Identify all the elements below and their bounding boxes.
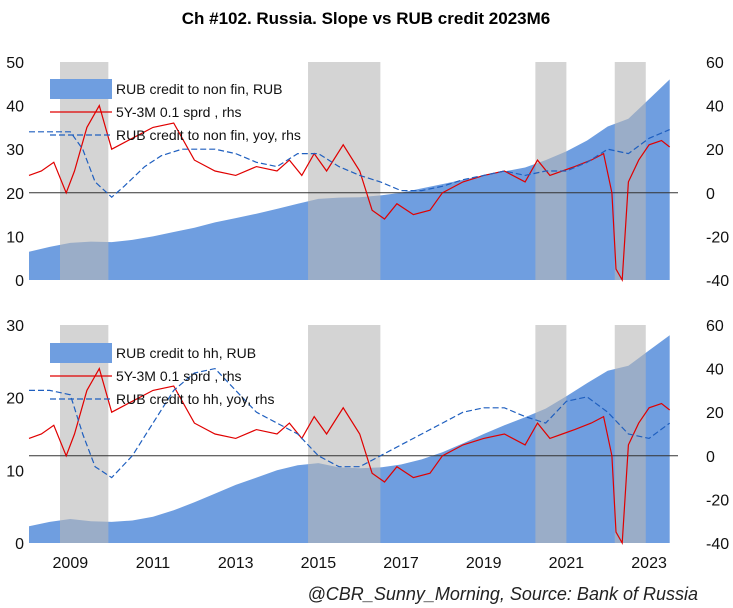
lhs-tick-label: 0 (15, 273, 24, 290)
source-footer: @CBR_Sunny_Morning, Source: Bank of Russ… (308, 584, 698, 604)
rhs-tick-label: 40 (706, 362, 724, 379)
top-panel: 0 10 20 30 40 50 -40 -20 0 20 40 60 RUB credit to no… (6, 55, 729, 290)
shaded-period-2 (308, 325, 381, 543)
shaded-period-4 (614, 62, 646, 280)
legend-label: RUB credit to hh, RUB (116, 345, 256, 361)
bottom-panel: 0 10 20 30 -40 -20 0 20 40 60 RUB credit to hh, RU… (6, 318, 729, 572)
legend-swatch-area (50, 343, 112, 363)
x-tick-label: 2013 (218, 555, 254, 572)
x-tick-label: 2015 (301, 555, 337, 572)
x-tick-label: 2009 (53, 555, 89, 572)
rhs-tick-label: 0 (706, 449, 715, 466)
line-series-yoy (29, 129, 670, 199)
line-series-yoy (29, 367, 671, 479)
rhs-tick-label: -40 (706, 536, 729, 553)
rhs-tick-label: 0 (706, 186, 715, 203)
lhs-tick-label: 50 (6, 55, 24, 72)
rhs-tick-label: 20 (706, 142, 724, 159)
x-tick-label: 2011 (136, 555, 171, 572)
lhs-tick-label: 0 (15, 536, 24, 553)
chart-title: Ch #102. Russia. Slope vs RUB credit 202… (182, 9, 551, 28)
lhs-tick-label: 20 (6, 186, 24, 203)
legend-swatch-area (50, 79, 112, 99)
line-series-spread (28, 104, 671, 283)
lhs-tick-label: 10 (6, 463, 24, 480)
rhs-tick-label: 40 (706, 99, 724, 116)
legend-label: RUB credit to hh, yoy, rhs (116, 391, 274, 407)
lhs-tick-label: 30 (6, 318, 24, 335)
rhs-tick-label: 60 (706, 55, 724, 72)
area-series-credit (29, 335, 670, 543)
rhs-tick-label: -40 (706, 273, 729, 290)
lhs-tick-label: 40 (6, 99, 24, 116)
legend-label: RUB credit to non fin, yoy, rhs (116, 127, 301, 143)
rhs-tick-label: -20 (706, 229, 729, 246)
x-tick-label: 2017 (383, 555, 419, 572)
legend-label: 5Y-3M 0.1 sprd , rhs (116, 368, 242, 384)
shaded-period-2 (308, 62, 381, 280)
line-series-spread (28, 367, 671, 546)
x-tick-label: 2023 (631, 555, 667, 572)
lhs-tick-label: 30 (6, 142, 24, 159)
x-tick-label: 2019 (466, 555, 502, 572)
rhs-tick-label: -20 (706, 492, 729, 509)
rhs-tick-label: 60 (706, 318, 724, 335)
rhs-tick-label: 20 (706, 405, 724, 422)
area-series-credit (29, 79, 670, 281)
lhs-tick-label: 10 (6, 229, 24, 246)
legend-label: RUB credit to non fin, RUB (116, 81, 283, 97)
lhs-tick-label: 20 (6, 391, 24, 408)
legend-label: 5Y-3M 0.1 sprd , rhs (116, 104, 242, 120)
x-tick-label: 2021 (549, 555, 585, 572)
